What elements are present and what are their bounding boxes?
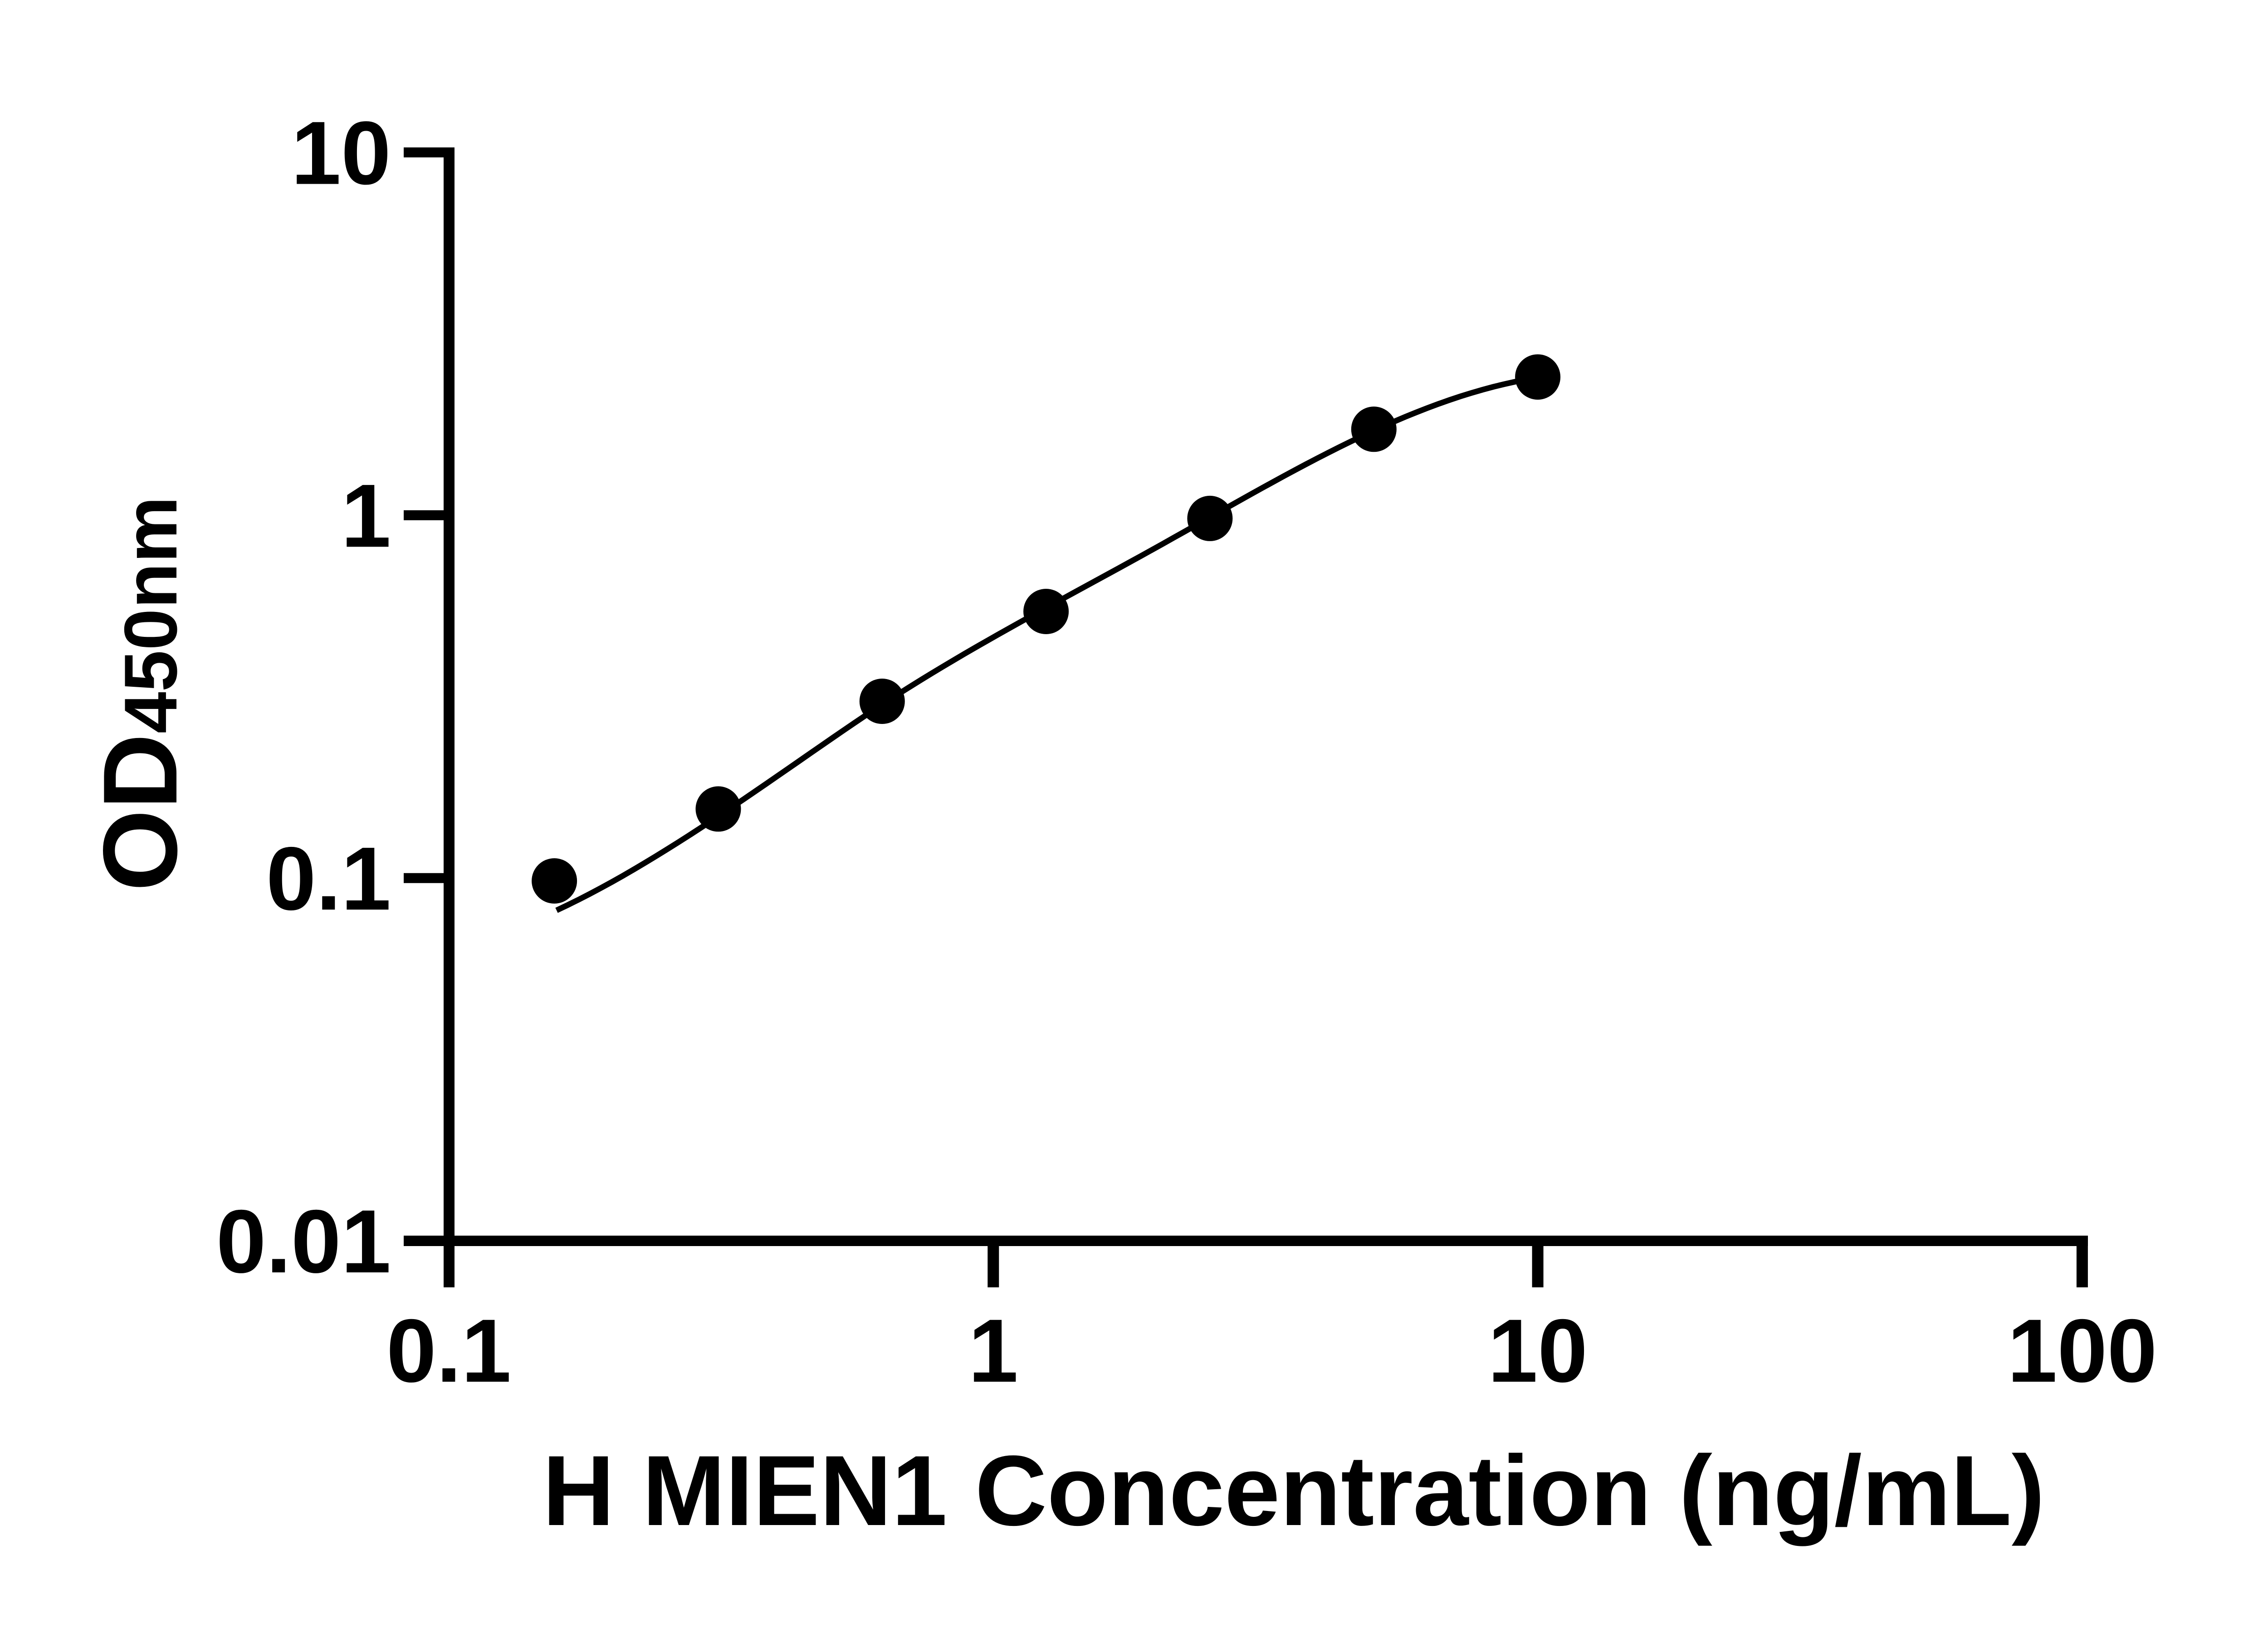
svg-text:1: 1 <box>968 1301 1018 1401</box>
svg-text:H MIEN1 Concentration (ng/mL): H MIEN1 Concentration (ng/mL) <box>543 1435 2045 1546</box>
svg-text:10: 10 <box>291 103 391 203</box>
svg-text:0.01: 0.01 <box>216 1191 391 1291</box>
svg-text:100: 100 <box>2007 1301 2157 1401</box>
svg-text:0.1: 0.1 <box>386 1301 511 1401</box>
svg-text:1: 1 <box>341 465 391 566</box>
svg-text:10: 10 <box>1488 1301 1588 1401</box>
svg-text:0.1: 0.1 <box>266 828 391 929</box>
